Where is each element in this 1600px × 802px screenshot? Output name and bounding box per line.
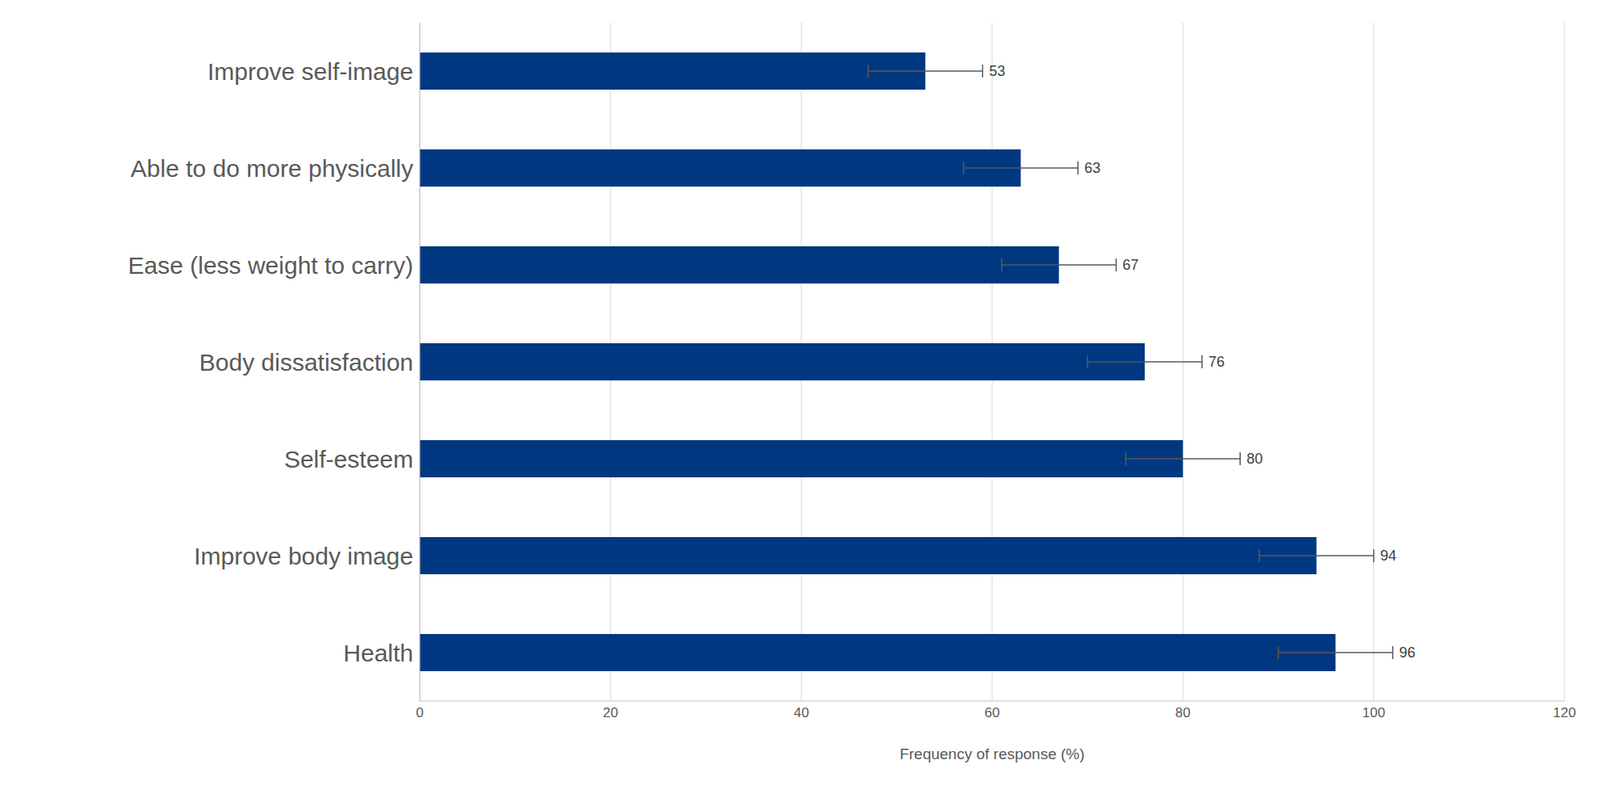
svg-text:Self-esteem: Self-esteem — [284, 445, 414, 473]
svg-text:80: 80 — [1246, 450, 1263, 467]
svg-text:100: 100 — [1361, 704, 1385, 721]
svg-text:53: 53 — [988, 62, 1006, 80]
svg-text:Body dissatisfaction: Body dissatisfaction — [199, 348, 414, 376]
svg-text:Ease (less weight to carry): Ease (less weight to carry) — [128, 251, 414, 279]
svg-text:Health: Health — [343, 639, 414, 666]
svg-text:80: 80 — [1175, 704, 1191, 721]
svg-text:67: 67 — [1122, 256, 1140, 273]
svg-text:20: 20 — [603, 704, 619, 721]
svg-text:96: 96 — [1398, 644, 1416, 661]
svg-text:0: 0 — [415, 704, 424, 721]
svg-text:76: 76 — [1208, 353, 1225, 370]
svg-text:Able to do more physically: Able to do more physically — [130, 154, 414, 182]
svg-text:Frequency of response (%): Frequency of response (%) — [899, 745, 1085, 763]
svg-text:120: 120 — [1553, 704, 1576, 721]
svg-text:40: 40 — [793, 704, 809, 721]
svg-text:Improve body image: Improve body image — [193, 542, 414, 570]
svg-text:Improve self-image: Improve self-image — [207, 58, 414, 85]
svg-text:94: 94 — [1380, 547, 1397, 564]
svg-text:63: 63 — [1084, 159, 1101, 176]
svg-text:60: 60 — [984, 704, 1001, 721]
